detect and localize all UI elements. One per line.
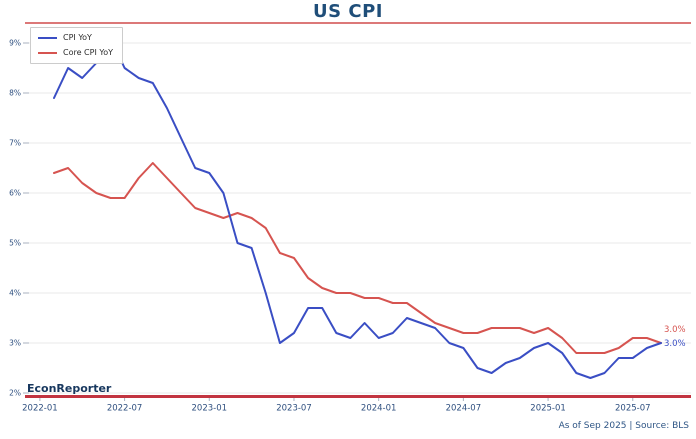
y-tick-label: 3% [9, 339, 21, 348]
x-tick-label: 2025-01 [530, 404, 566, 414]
y-tick-label: 5% [9, 239, 21, 248]
legend-label-core-cpi-yoy: Core CPI YoY [63, 48, 113, 57]
chart-title: US CPI [313, 1, 383, 22]
y-tick-label: 7% [9, 139, 21, 148]
source-footnote: As of Sep 2025 | Source: BLS [558, 421, 689, 431]
legend-item-core-cpi-yoy: Core CPI YoY [38, 48, 113, 58]
legend-label-cpi-yoy: CPI YoY [63, 33, 92, 42]
x-tick-label: 2022-01 [22, 404, 58, 414]
x-tick-label: 2025-07 [615, 404, 651, 414]
cpi-yoy-line-swatch [38, 37, 57, 39]
y-tick-label: 8% [9, 89, 21, 98]
legend-item-cpi-yoy: CPI YoY [38, 33, 113, 43]
econreporter-logo: EconReporter [27, 382, 112, 395]
x-tick-label: 2024-01 [361, 404, 397, 414]
x-tick-label: 2023-07 [276, 404, 312, 414]
x-tick-label: 2022-07 [107, 404, 143, 414]
core-cpi-yoy-line-swatch [38, 52, 57, 54]
legend: CPI YoY Core CPI YoY [30, 27, 123, 64]
core-cpi-yoy-line [53, 162, 662, 354]
cpi-end-value-label: 3.0% [664, 339, 686, 349]
x-tick-label: 2024-07 [446, 404, 482, 414]
y-tick-label: 6% [9, 189, 21, 198]
x-tick-label: 2023-01 [192, 404, 228, 414]
y-tick-label: 2% [9, 389, 21, 398]
core-cpi-end-value-label: 3.0% [664, 325, 686, 335]
y-tick-label: 9% [9, 39, 21, 48]
cpi-yoy-line [53, 37, 662, 379]
y-tick-label: 4% [9, 289, 21, 298]
